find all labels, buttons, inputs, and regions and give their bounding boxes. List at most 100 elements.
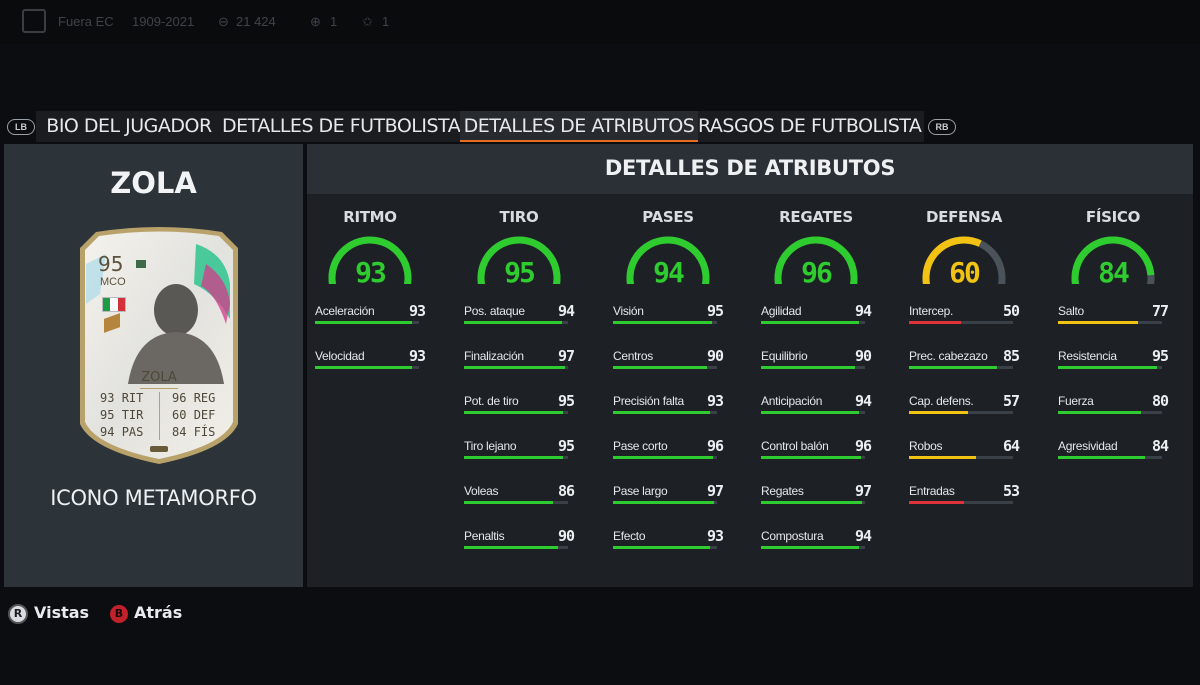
stat-value: 85 <box>1002 347 1020 365</box>
gauge-fill <box>922 236 982 284</box>
stat-name: Finalización <box>464 349 524 363</box>
stat-bar-track <box>761 501 865 504</box>
chemistry-icon <box>150 446 168 452</box>
stat-value: 86 <box>557 482 575 500</box>
card-stat-label: DEF <box>193 408 216 422</box>
stat-bar-track <box>761 411 865 414</box>
stat-bar-fill <box>613 321 712 324</box>
stat-name: Robos <box>909 439 943 453</box>
card-stat-value: 84 <box>172 425 187 439</box>
tab-attribute-details[interactable]: DETALLES DE ATRIBUTOS <box>460 111 698 142</box>
category-label: FÍSICO <box>1085 208 1141 226</box>
stat-bar-track <box>761 321 865 324</box>
gauge-fill <box>328 236 412 284</box>
stat-value: 95 <box>706 302 724 320</box>
stat-value: 93 <box>408 302 426 320</box>
stat-bar-fill <box>761 366 855 369</box>
stat-name: Salto <box>1058 304 1084 318</box>
stat-name: Visión <box>613 304 644 318</box>
stat-bar-track <box>464 546 568 549</box>
stat-row: Finalización 97 <box>464 347 575 379</box>
tab-bio[interactable]: BIO DEL JUGADOR <box>46 115 212 137</box>
card-stat-value: 95 <box>100 408 115 422</box>
stat-name: Efecto <box>613 529 646 543</box>
stat-bar-fill <box>464 501 554 504</box>
stat-name: Equilibrio <box>761 349 808 363</box>
stat-bar-fill <box>464 321 562 324</box>
stat-bar-track <box>613 546 717 549</box>
views-button[interactable]: R Vistas <box>8 601 89 625</box>
tab-player-details[interactable]: DETALLES DE FUTBOLISTA <box>222 115 461 137</box>
attribute-column: TIRO 95 Pos. ataque 94 Finalización 97 Pot. de… <box>464 194 575 584</box>
stat-value: 97 <box>557 347 575 365</box>
stat-bar-track <box>909 321 1013 324</box>
stat-value: 64 <box>1002 437 1020 455</box>
attribute-column: PASES 94 Visión 95 Centros 90 Precisión falta 9… <box>613 194 724 584</box>
stat-row: Penaltis 90 <box>464 527 575 559</box>
stat-name: Control balón <box>761 439 829 453</box>
stat-bar-fill <box>761 411 859 414</box>
stat-name: Penaltis <box>464 529 505 543</box>
stat-bar-track <box>1058 411 1162 414</box>
stat-bar-fill <box>1058 411 1142 414</box>
card-stat-label: TIR <box>121 408 144 422</box>
card-stat-value: 96 <box>172 391 187 405</box>
stat-bar-track <box>613 411 717 414</box>
stat-row: Voleas 86 <box>464 482 575 514</box>
stat-name: Centros <box>613 349 653 363</box>
tab-player-traits[interactable]: RASGOS DE FUTBOLISTA <box>698 115 922 137</box>
stat-row: Tiro lejano 95 <box>464 437 575 469</box>
stat-row: Compostura 94 <box>761 527 872 559</box>
stat-name: Agilidad <box>761 304 802 318</box>
top-status-bar: Fuera EC 1909-2021 ⊖ 21 424 ⊕ 1 ✩ 1 <box>0 0 1200 44</box>
lb-button-icon[interactable]: LB <box>7 119 35 135</box>
stat-row: Salto 77 <box>1058 302 1169 334</box>
club-years: 1909-2021 <box>132 14 195 29</box>
category-value: 84 <box>1098 256 1130 289</box>
stat-name: Tiro lejano <box>464 439 517 453</box>
stat-value: 90 <box>854 347 872 365</box>
stat-bar-track <box>761 456 865 459</box>
stat-value: 93 <box>706 527 724 545</box>
stat-bar-fill <box>613 411 710 414</box>
stat-bar-fill <box>1058 366 1157 369</box>
back-button[interactable]: B Atrás <box>110 601 182 625</box>
category-label: REGATES <box>779 208 853 226</box>
stat-name: Regates <box>761 484 804 498</box>
stat-value: 95 <box>557 437 575 455</box>
coins-count: 21 424 <box>236 14 276 29</box>
stat-bar-fill <box>613 546 710 549</box>
stat-value: 93 <box>706 392 724 410</box>
profile-icon <box>22 9 46 33</box>
stat-value: 57 <box>1002 392 1020 410</box>
b-button-icon: B <box>110 604 128 623</box>
gauge-arc-icon <box>1071 236 1155 284</box>
stat-row: Resistencia 95 <box>1058 347 1169 379</box>
stat-row: Agresividad 84 <box>1058 437 1169 469</box>
points-icon: ⊕ <box>310 14 321 29</box>
stat-value: 53 <box>1002 482 1020 500</box>
card-stat-value: 93 <box>100 391 115 405</box>
stat-row: Fuerza 80 <box>1058 392 1169 424</box>
stat-bar-track <box>613 501 717 504</box>
attribute-column: DEFENSA 60 Intercep. 50 Prec. cabezazo 85 Cap.… <box>909 194 1020 584</box>
card-divider <box>140 388 178 389</box>
attribute-column: RITMO 93 Aceleración 93 Velocidad 93 <box>315 194 426 584</box>
attribute-column: REGATES 96 Agilidad 94 Equilibrio 90 Anticipac… <box>761 194 872 584</box>
attributes-header: DETALLES DE ATRIBUTOS <box>307 144 1193 194</box>
stat-value: 94 <box>854 302 872 320</box>
stat-row: Anticipación 94 <box>761 392 872 424</box>
level-count: 1 <box>382 14 390 29</box>
stat-bar-track <box>1058 321 1162 324</box>
stat-bar-fill <box>1058 321 1139 324</box>
player-card[interactable]: 95 MCO ZOLA 93 RIT 95 TIR 94 PAS 96 REG … <box>76 224 242 466</box>
stat-name: Voleas <box>464 484 499 498</box>
stat-name: Fuerza <box>1058 394 1094 408</box>
stat-name: Pot. de tiro <box>464 394 519 408</box>
gauge-fill <box>1071 236 1155 284</box>
rb-button-icon[interactable]: RB <box>928 119 956 135</box>
gauge-fill <box>477 236 561 284</box>
stat-row: Equilibrio 90 <box>761 347 872 379</box>
stat-name: Aceleración <box>315 304 375 318</box>
level-icon: ✩ <box>362 14 373 29</box>
